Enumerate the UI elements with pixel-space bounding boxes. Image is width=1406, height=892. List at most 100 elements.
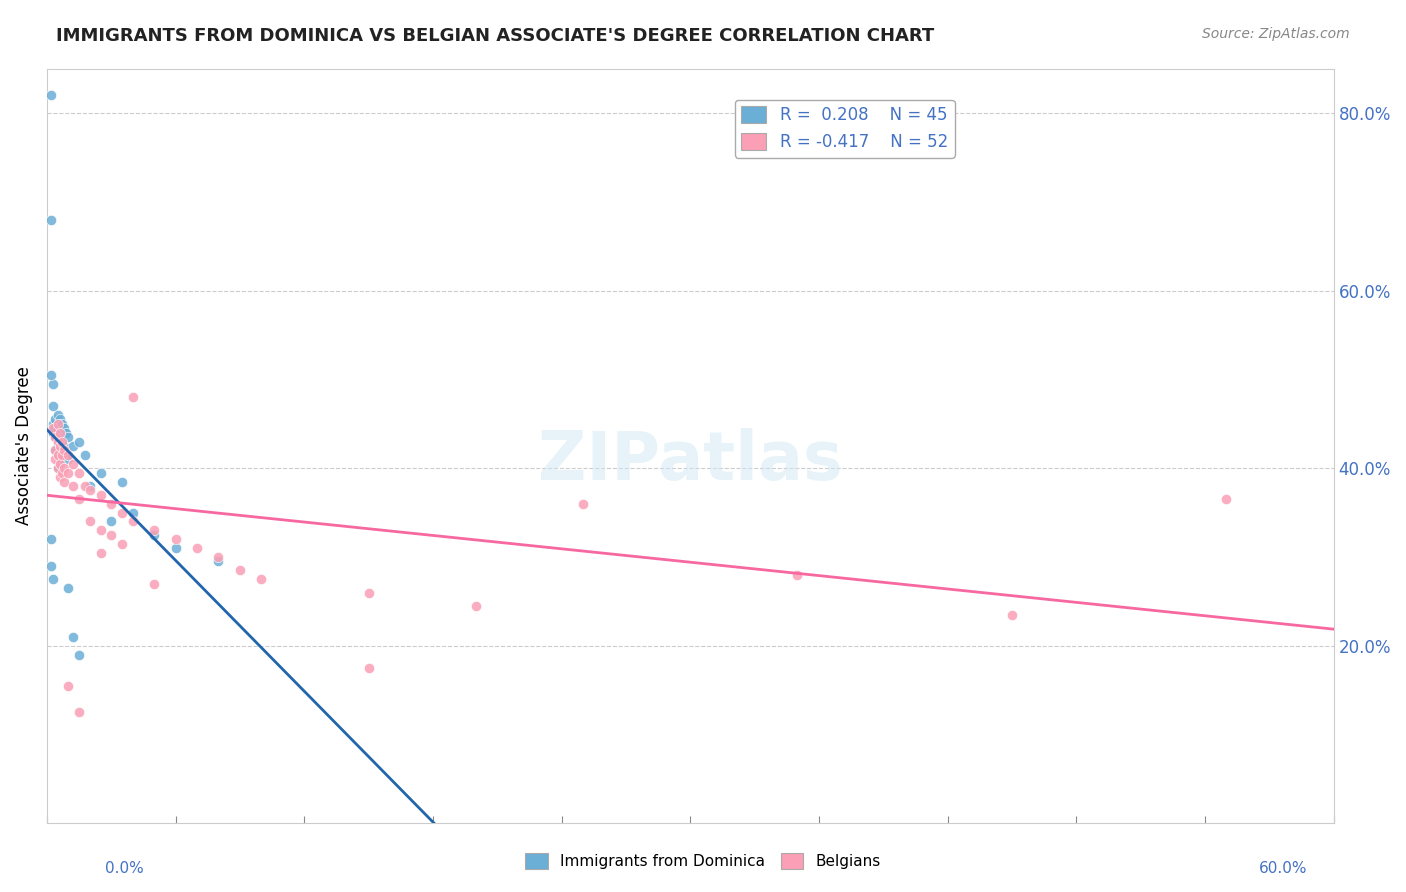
Point <box>49 439 72 453</box>
Point <box>44 430 66 444</box>
Point <box>42 421 65 435</box>
Point <box>121 506 143 520</box>
Point <box>67 492 90 507</box>
Point <box>42 399 65 413</box>
Point <box>46 421 69 435</box>
Point <box>51 448 73 462</box>
Point <box>75 479 97 493</box>
Point <box>1215 492 1237 507</box>
Y-axis label: Associate's Degree: Associate's Degree <box>15 367 32 525</box>
Text: IMMIGRANTS FROM DOMINICA VS BELGIAN ASSOCIATE'S DEGREE CORRELATION CHART: IMMIGRANTS FROM DOMINICA VS BELGIAN ASSO… <box>56 27 935 45</box>
Point <box>89 524 111 538</box>
Point <box>207 554 229 568</box>
Point <box>58 430 80 444</box>
Text: ZIPatlas: ZIPatlas <box>538 428 842 494</box>
Point <box>58 581 80 595</box>
Point <box>51 448 73 462</box>
Point <box>100 497 122 511</box>
Point <box>79 479 101 493</box>
Point <box>111 537 134 551</box>
Text: 60.0%: 60.0% <box>1260 861 1308 876</box>
Legend: Immigrants from Dominica, Belgians: Immigrants from Dominica, Belgians <box>519 847 887 875</box>
Point <box>58 452 80 467</box>
Point <box>39 533 62 547</box>
Point <box>143 524 166 538</box>
Point <box>67 434 90 449</box>
Point <box>46 461 69 475</box>
Point <box>44 443 66 458</box>
Point <box>46 408 69 422</box>
Point <box>53 475 76 489</box>
Point <box>75 448 97 462</box>
Point <box>62 457 84 471</box>
Point <box>46 461 69 475</box>
Point <box>186 541 208 556</box>
Point <box>67 706 90 720</box>
Point <box>39 558 62 573</box>
Point <box>49 470 72 484</box>
Point <box>44 430 66 444</box>
Point <box>62 439 84 453</box>
Point <box>42 425 65 440</box>
Point <box>44 443 66 458</box>
Point <box>53 461 76 475</box>
Point <box>51 434 73 449</box>
Point <box>100 528 122 542</box>
Point <box>58 679 80 693</box>
Point <box>111 475 134 489</box>
Point <box>121 515 143 529</box>
Point <box>111 506 134 520</box>
Point <box>49 457 72 471</box>
Point <box>51 466 73 480</box>
Point <box>46 417 69 431</box>
Legend: R =  0.208    N = 45, R = -0.417    N = 52: R = 0.208 N = 45, R = -0.417 N = 52 <box>735 100 955 158</box>
Point <box>89 466 111 480</box>
Point <box>143 528 166 542</box>
Point <box>357 585 380 599</box>
Point <box>44 421 66 435</box>
Point <box>53 443 76 458</box>
Point <box>46 434 69 449</box>
Point <box>51 430 73 444</box>
Point <box>143 576 166 591</box>
Point <box>49 425 72 440</box>
Point <box>58 448 80 462</box>
Point <box>39 368 62 382</box>
Point <box>229 563 252 577</box>
Point <box>51 417 73 431</box>
Point <box>39 212 62 227</box>
Point <box>44 412 66 426</box>
Point <box>62 630 84 644</box>
Point <box>53 439 76 453</box>
Point <box>42 417 65 431</box>
Point <box>55 425 77 440</box>
Point <box>67 648 90 662</box>
Point <box>79 483 101 498</box>
Point <box>121 390 143 404</box>
Point <box>100 515 122 529</box>
Point <box>207 549 229 564</box>
Text: 0.0%: 0.0% <box>105 861 145 876</box>
Point <box>46 448 69 462</box>
Point <box>53 421 76 435</box>
Point <box>89 488 111 502</box>
Point <box>49 443 72 458</box>
Point <box>49 412 72 426</box>
Point <box>165 533 187 547</box>
Point <box>572 497 595 511</box>
Point <box>165 541 187 556</box>
Point <box>39 88 62 103</box>
Point <box>58 466 80 480</box>
Point <box>46 434 69 449</box>
Point <box>42 376 65 391</box>
Point <box>62 479 84 493</box>
Point <box>42 572 65 586</box>
Point <box>89 545 111 559</box>
Point <box>464 599 486 613</box>
Point <box>79 515 101 529</box>
Point <box>49 425 72 440</box>
Point <box>46 448 69 462</box>
Point <box>44 452 66 467</box>
Point <box>250 572 273 586</box>
Point <box>786 567 808 582</box>
